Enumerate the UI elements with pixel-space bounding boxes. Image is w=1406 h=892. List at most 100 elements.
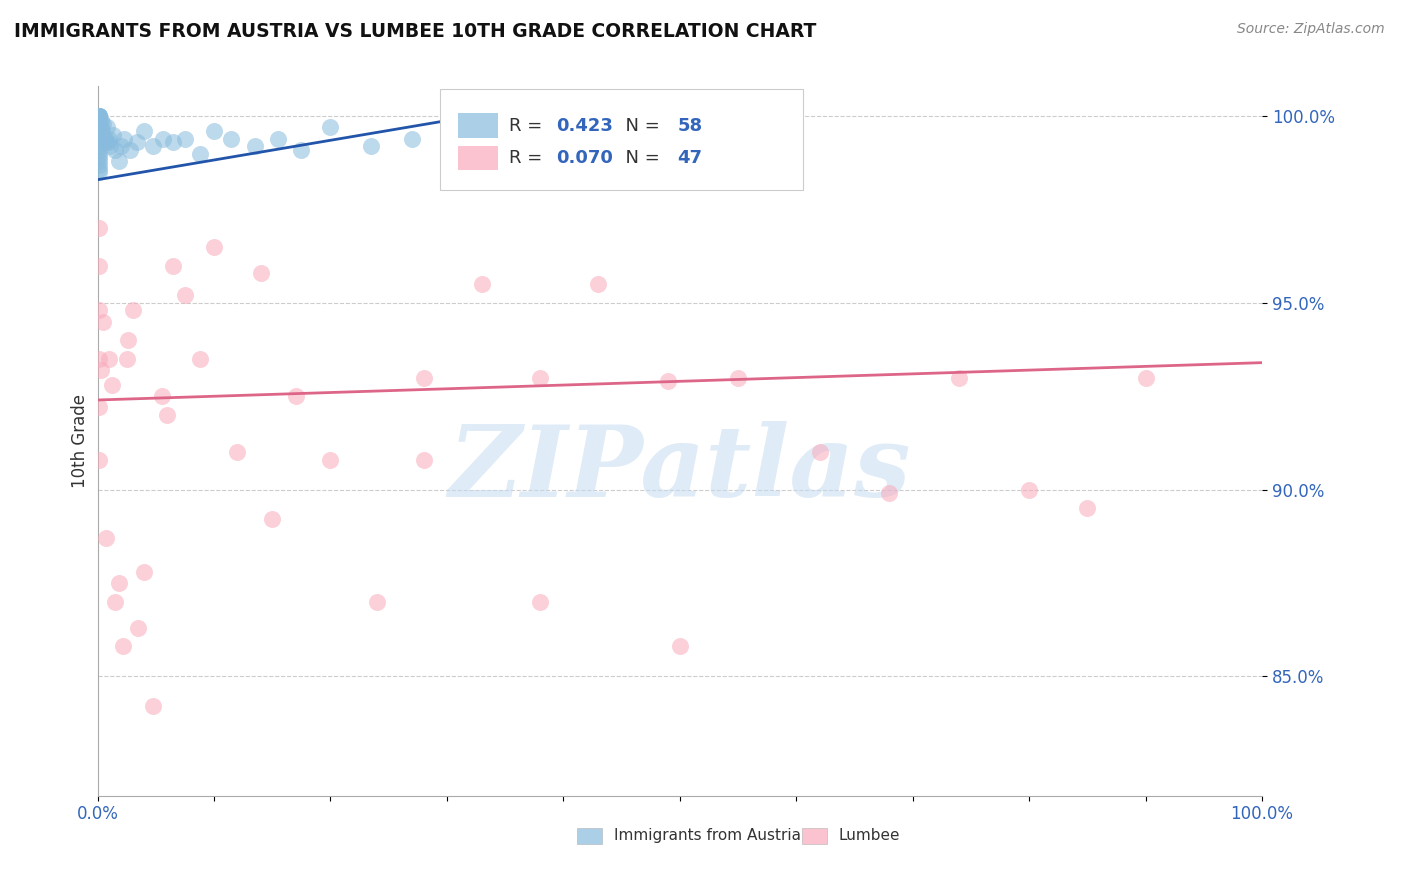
Point xyxy=(107,154,129,169)
Point xyxy=(188,146,211,161)
Point xyxy=(87,124,110,138)
Point xyxy=(267,131,290,145)
Point xyxy=(110,139,132,153)
Text: R =: R = xyxy=(509,117,548,135)
Point xyxy=(93,117,115,131)
Point xyxy=(93,131,115,145)
Point xyxy=(1076,501,1098,516)
Point xyxy=(529,370,551,384)
Text: 47: 47 xyxy=(678,149,703,167)
Point xyxy=(87,150,110,164)
Text: 58: 58 xyxy=(678,117,703,135)
Point xyxy=(87,109,110,123)
Point xyxy=(104,143,127,157)
Point xyxy=(174,131,197,145)
Point xyxy=(412,370,434,384)
Text: Lumbee: Lumbee xyxy=(839,829,900,844)
Point xyxy=(87,165,110,179)
Point xyxy=(226,445,249,459)
Point xyxy=(93,315,115,329)
Point xyxy=(202,240,225,254)
Point xyxy=(94,136,117,150)
Text: N =: N = xyxy=(614,149,665,167)
Point xyxy=(162,259,184,273)
Point xyxy=(100,139,122,153)
Point xyxy=(142,699,165,714)
Point xyxy=(87,117,110,131)
Point xyxy=(948,370,970,384)
Point xyxy=(87,143,110,157)
Text: 0.423: 0.423 xyxy=(557,117,613,135)
Point xyxy=(174,288,197,302)
Point xyxy=(162,136,184,150)
Point xyxy=(412,452,434,467)
Point xyxy=(87,124,110,138)
Point xyxy=(101,128,124,142)
Point xyxy=(87,259,110,273)
Point xyxy=(127,136,149,150)
Point xyxy=(104,594,127,608)
Point xyxy=(188,351,211,366)
Point xyxy=(134,124,156,138)
Point xyxy=(96,120,118,135)
Point xyxy=(262,512,284,526)
Point xyxy=(87,154,110,169)
Text: R =: R = xyxy=(509,149,548,167)
Point xyxy=(98,351,121,366)
Point xyxy=(87,109,110,123)
Point xyxy=(87,112,110,127)
Point xyxy=(87,120,110,135)
Point xyxy=(107,576,129,591)
Point xyxy=(360,139,382,153)
Point xyxy=(87,109,110,123)
Point xyxy=(98,131,121,145)
Point xyxy=(87,120,110,135)
Point xyxy=(249,266,271,280)
Point xyxy=(115,351,138,366)
Point xyxy=(319,120,342,135)
Point xyxy=(202,124,225,138)
Point xyxy=(134,565,156,579)
Point xyxy=(87,109,110,123)
Point xyxy=(120,143,142,157)
Point xyxy=(87,221,110,235)
Point xyxy=(87,128,110,142)
Point xyxy=(1018,483,1040,497)
Point xyxy=(588,277,610,292)
Point xyxy=(87,401,110,415)
Point xyxy=(91,124,114,138)
Point xyxy=(447,143,470,157)
Point xyxy=(1135,370,1157,384)
Point xyxy=(727,370,749,384)
Point xyxy=(127,621,149,635)
Text: Immigrants from Austria: Immigrants from Austria xyxy=(614,829,801,844)
Point xyxy=(319,452,342,467)
Point xyxy=(87,109,110,123)
Point xyxy=(87,303,110,318)
Point xyxy=(87,351,110,366)
Point xyxy=(112,131,135,145)
Point xyxy=(90,363,112,377)
Point xyxy=(657,374,679,388)
Point xyxy=(87,109,110,123)
Point xyxy=(152,131,174,145)
Point xyxy=(529,594,551,608)
Point xyxy=(87,112,110,127)
Point xyxy=(90,112,112,127)
Point xyxy=(100,378,122,392)
Point xyxy=(87,131,110,145)
Point xyxy=(142,139,165,153)
Point xyxy=(243,139,266,153)
Point xyxy=(808,445,831,459)
Point xyxy=(87,146,110,161)
Point xyxy=(284,389,307,403)
Text: IMMIGRANTS FROM AUSTRIA VS LUMBEE 10TH GRADE CORRELATION CHART: IMMIGRANTS FROM AUSTRIA VS LUMBEE 10TH G… xyxy=(14,22,817,41)
Point xyxy=(90,120,112,135)
Point xyxy=(87,117,110,131)
Point xyxy=(506,120,529,135)
Point xyxy=(150,389,173,403)
Point xyxy=(87,139,110,153)
Point xyxy=(87,161,110,176)
Point xyxy=(87,158,110,172)
Point xyxy=(112,640,135,654)
